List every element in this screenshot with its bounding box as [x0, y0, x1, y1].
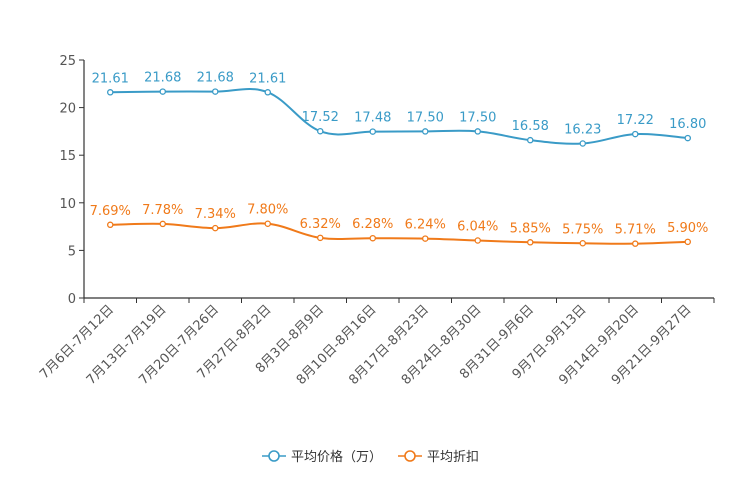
data-label: 6.24% — [405, 218, 446, 233]
data-label: 6.04% — [457, 219, 498, 234]
data-label: 21.61 — [92, 71, 129, 86]
data-point — [159, 220, 166, 228]
y-tick-label: 25 — [59, 54, 76, 69]
data-point — [316, 234, 324, 242]
data-label: 17.52 — [302, 110, 339, 125]
data-label: 17.50 — [459, 110, 496, 125]
data-point — [421, 235, 429, 242]
data-label: 6.28% — [352, 217, 393, 232]
data-point — [421, 128, 429, 135]
data-point — [107, 89, 114, 96]
legend-label: 平均价格（万） — [291, 449, 382, 465]
data-point — [474, 128, 481, 135]
data-label: 7.80% — [247, 203, 288, 218]
data-point — [527, 136, 534, 144]
data-label: 7.69% — [90, 204, 131, 219]
series-line-0 — [110, 87, 688, 145]
data-label: 5.90% — [667, 221, 708, 236]
data-label: 21.68 — [144, 71, 181, 86]
data-label: 16.23 — [564, 122, 601, 137]
data-point — [684, 134, 692, 142]
y-tick-label: 0 — [68, 292, 76, 307]
data-point — [369, 234, 376, 242]
data-label: 5.85% — [510, 221, 551, 236]
y-tick-label: 10 — [59, 197, 76, 212]
data-point — [107, 221, 114, 229]
data-point — [211, 224, 219, 232]
data-point — [159, 88, 166, 95]
data-label: 17.22 — [617, 113, 654, 128]
data-label: 16.80 — [669, 117, 706, 132]
data-label: 5.75% — [562, 222, 603, 237]
data-point — [264, 220, 271, 227]
data-point — [527, 239, 534, 246]
series-line-1 — [110, 222, 688, 245]
data-point — [632, 130, 639, 138]
legend-swatch-marker — [404, 450, 416, 462]
data-label: 16.58 — [512, 119, 549, 134]
data-label: 17.48 — [354, 111, 391, 126]
legend-label: 平均折扣 — [427, 450, 479, 465]
data-point — [474, 237, 481, 244]
data-label: 17.50 — [407, 110, 444, 125]
data-point — [264, 89, 271, 96]
data-label: 7.78% — [142, 203, 183, 218]
data-point — [632, 240, 639, 247]
y-tick-label: 20 — [59, 102, 76, 117]
y-tick-label: 15 — [59, 149, 76, 164]
data-point — [211, 88, 219, 95]
data-point — [684, 238, 692, 246]
data-point — [316, 127, 324, 135]
data-label: 5.71% — [615, 223, 656, 238]
legend-swatch-marker — [268, 450, 280, 462]
data-point — [579, 140, 587, 147]
data-label: 21.68 — [197, 71, 234, 86]
data-label: 21.61 — [249, 71, 286, 86]
data-label: 7.34% — [195, 207, 236, 222]
data-point — [369, 128, 376, 135]
y-tick-label: 5 — [68, 244, 76, 259]
data-point — [579, 240, 587, 247]
data-label: 6.32% — [300, 217, 341, 232]
